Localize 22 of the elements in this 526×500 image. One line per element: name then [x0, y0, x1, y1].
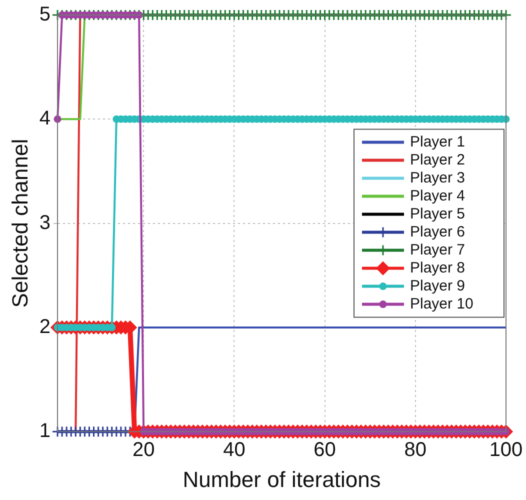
legend-label: Player 9 [410, 277, 466, 294]
x-tick-label: 80 [404, 439, 427, 462]
legend-label: Player 10 [410, 295, 474, 312]
y-axis-title: Selected channel [7, 138, 32, 308]
x-axis-title: Number of iterations [182, 466, 381, 492]
legend-label: Player 3 [410, 169, 466, 186]
y-tick-label: 4 [39, 108, 51, 130]
y-tick-label: 3 [39, 212, 51, 234]
x-tick-label: 20 [132, 439, 155, 462]
legend-label: Player 4 [410, 187, 466, 204]
x-tick-label: 100 [489, 439, 523, 462]
legend-label: Player 5 [410, 205, 466, 222]
y-tick-label: 5 [39, 4, 51, 26]
x-tick-label: 40 [223, 439, 246, 462]
y-tick-label: 1 [39, 420, 51, 442]
x-tick-label: 60 [314, 439, 336, 462]
legend-label: Player 8 [410, 259, 466, 276]
legend-label: Player 7 [410, 241, 466, 258]
legend-label: Player 6 [410, 223, 466, 240]
legend-label: Player 1 [410, 133, 466, 150]
legend-label: Player 2 [410, 151, 466, 168]
y-tick-label: 2 [39, 316, 51, 338]
